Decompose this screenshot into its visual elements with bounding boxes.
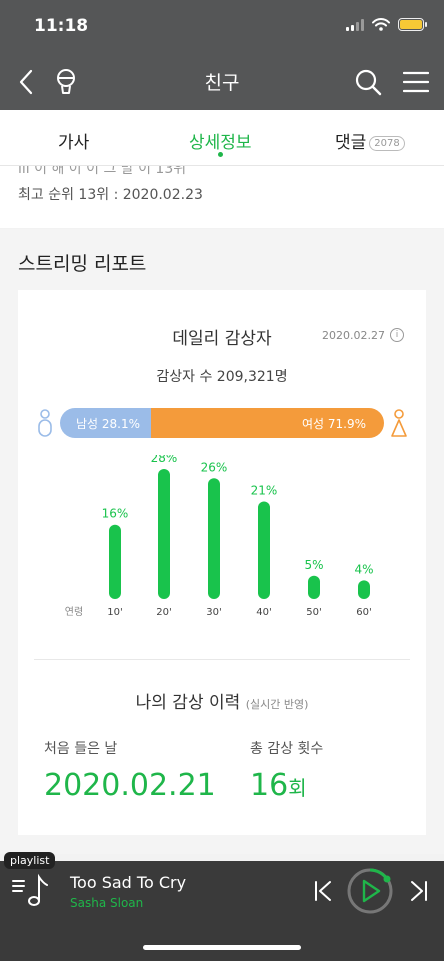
age-distribution-chart: 연령 16% 10' 28% 20' 26% 30' 21% 40' 5% 50' 4% 60' <box>65 455 374 618</box>
age-bar <box>109 524 121 599</box>
info-icon[interactable]: i <box>390 328 404 342</box>
battery-icon <box>398 18 427 31</box>
page-title: 친구 <box>204 72 240 94</box>
home-indicator[interactable] <box>143 945 301 950</box>
peak-rank-text: 최고 순위 13위 : 2020.02.23 <box>18 187 203 203</box>
age-bar-value-label: 21% <box>251 484 278 498</box>
microphone-icon <box>57 69 75 94</box>
playlist-icon[interactable] <box>10 873 50 909</box>
female-segment: 여성 71.9% <box>151 408 384 438</box>
rank-partial-text: ııı 이 해 이 이 그 말 이 13위 <box>18 166 187 177</box>
tab-details[interactable]: 상세정보 <box>189 133 252 153</box>
age-tick-label: 40' <box>256 607 271 618</box>
detail-tabs: 가사 상세정보 댓글 2078 <box>0 110 444 166</box>
mini-player: Too Sad To Cry Sasha Sloan <box>0 861 444 961</box>
active-tab-indicator <box>218 152 223 157</box>
age-bar-value-label: 28% <box>151 455 178 465</box>
section-title: 스트리밍 리포트 <box>18 253 147 275</box>
play-icon <box>347 868 393 914</box>
previous-button[interactable] <box>310 877 336 905</box>
tab-comments-label: 댓글 <box>335 133 367 153</box>
age-tick-label: 30' <box>206 607 221 618</box>
age-bar <box>208 478 220 599</box>
age-bar-value-label: 4% <box>354 562 373 576</box>
divider <box>34 659 410 660</box>
age-bar-value-label: 26% <box>201 460 228 474</box>
x-axis-label: 연령 <box>65 606 83 618</box>
app-header: 11:18 친구 <box>0 0 444 110</box>
tab-comments[interactable]: 댓글 2078 <box>335 128 405 153</box>
age-bar-value-label: 5% <box>304 558 323 572</box>
total-plays-unit: 회 <box>288 776 307 800</box>
total-plays-label: 총 감상 횟수 <box>250 741 324 757</box>
comment-count-badge: 2078 <box>369 135 405 151</box>
report-date: 2020.02.27 i <box>322 328 404 342</box>
total-plays-number: 16 <box>250 768 289 803</box>
history-subtitle: (실시간 반영) <box>245 698 309 711</box>
status-time: 11:18 <box>34 16 89 36</box>
first-listened-value: 2020.02.21 <box>44 768 216 803</box>
age-bar <box>258 501 270 599</box>
wifi-icon <box>372 18 390 31</box>
male-icon <box>38 409 52 437</box>
first-listened-label: 처음 들은 날 <box>44 741 118 757</box>
age-bar-value-label: 16% <box>102 507 129 521</box>
nav-bar: 친구 <box>0 54 444 110</box>
rank-section: ııı 이 해 이 이 그 말 이 13위 최고 순위 13위 : 2020.0… <box>0 166 444 228</box>
cellular-signal-icon <box>346 18 364 31</box>
female-label: 여성 71.9% <box>301 416 366 431</box>
menu-button[interactable] <box>400 66 432 98</box>
age-tick-label: 10' <box>107 607 122 618</box>
report-card: 데일리 감상자 2020.02.27 i 감상자 수 209,321명 남성 2… <box>18 290 426 835</box>
history-title-text: 나의 감상 이력 <box>135 693 241 713</box>
report-date-text: 2020.02.27 <box>322 328 385 342</box>
age-bar <box>308 575 320 599</box>
age-tick-label: 50' <box>306 607 321 618</box>
status-bar: 11:18 <box>0 0 444 54</box>
skip-previous-icon <box>315 881 331 901</box>
age-bar <box>358 580 370 599</box>
status-icons <box>346 18 427 31</box>
hamburger-menu-icon <box>403 71 429 93</box>
chevron-left-icon <box>19 69 33 95</box>
playlist-tag[interactable]: playlist <box>4 852 56 869</box>
age-bar <box>158 469 170 599</box>
age-tick-label: 60' <box>356 607 371 618</box>
mic-button[interactable] <box>50 66 82 98</box>
skip-next-icon <box>411 881 427 901</box>
daily-listeners-title: 데일리 감상자 <box>172 329 272 349</box>
male-segment: 남성 28.1% <box>60 408 152 438</box>
tab-lyrics[interactable]: 가사 <box>58 133 90 153</box>
female-icon <box>391 409 407 437</box>
male-label: 남성 28.1% <box>76 416 141 431</box>
next-button[interactable] <box>406 877 432 905</box>
streaming-report-section: 스트리밍 리포트 데일리 감상자 2020.02.27 i 감상자 수 209,… <box>0 229 444 854</box>
play-button[interactable] <box>346 867 394 915</box>
gender-ratio: 남성 28.1% 여성 71.9% <box>34 406 410 440</box>
listener-count: 감상자 수 209,321명 <box>156 369 288 385</box>
listening-history-title: 나의 감상 이력 (실시간 반영) <box>18 688 426 713</box>
song-artist[interactable]: Sasha Sloan <box>70 896 144 910</box>
total-plays-value: 16회 <box>250 768 307 803</box>
song-title[interactable]: Too Sad To Cry <box>70 873 187 892</box>
age-tick-label: 20' <box>156 607 171 618</box>
search-button[interactable] <box>352 66 384 98</box>
back-button[interactable] <box>10 66 42 98</box>
search-icon <box>355 69 382 96</box>
gender-bar: 남성 28.1% 여성 71.9% <box>60 408 384 438</box>
